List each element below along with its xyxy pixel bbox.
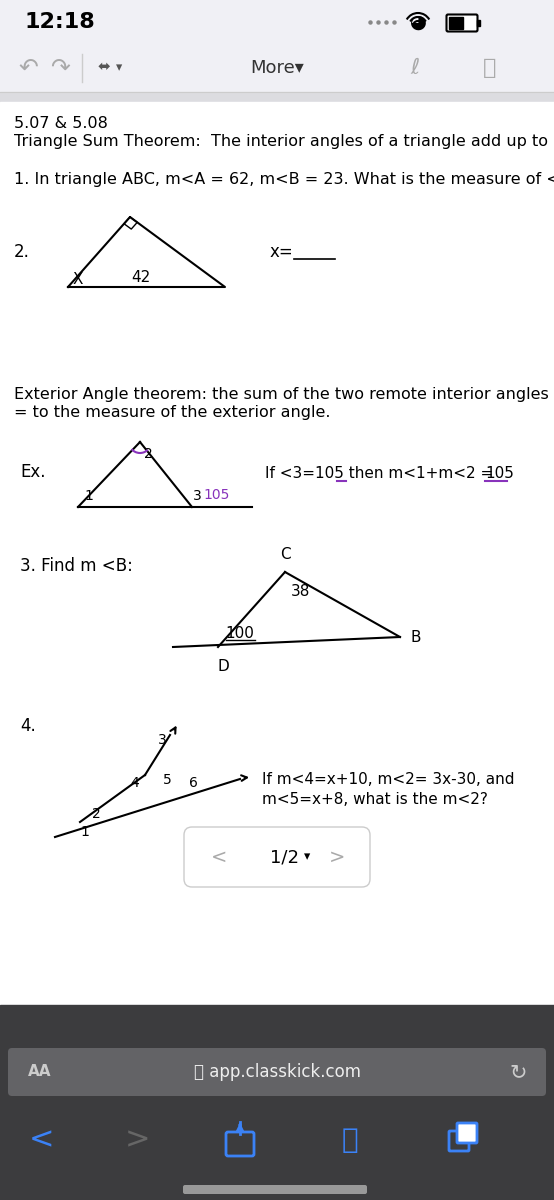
Bar (0, 44, 554, 92)
Text: ℓ: ℓ (411, 58, 419, 78)
Bar (449, 17, 463, 29)
Text: C: C (280, 547, 290, 562)
Text: 🔒 app.classkick.com: 🔒 app.classkick.com (193, 1063, 361, 1081)
Text: ▾: ▾ (304, 851, 310, 864)
Text: 100: 100 (225, 625, 254, 641)
Text: 1: 1 (80, 826, 89, 839)
Text: D: D (217, 659, 229, 674)
Text: >: > (329, 847, 345, 866)
Text: If m<4=x+10, m<2= 3x-30, and: If m<4=x+10, m<2= 3x-30, and (262, 772, 515, 787)
Text: 2: 2 (91, 806, 100, 821)
Text: X: X (73, 271, 83, 287)
FancyBboxPatch shape (457, 1123, 477, 1142)
Text: 5.07 & 5.08: 5.07 & 5.08 (14, 116, 108, 131)
Text: 105: 105 (204, 488, 230, 502)
Text: 2.: 2. (14, 242, 30, 260)
Text: If <3=105 then m<1+m<2 =: If <3=105 then m<1+m<2 = (265, 467, 498, 481)
Text: <: < (211, 847, 227, 866)
Text: <: < (29, 1126, 55, 1154)
Text: 3: 3 (158, 733, 166, 746)
Text: 12:18: 12:18 (24, 12, 95, 32)
Bar (0, 92, 554, 102)
Text: x=: x= (270, 242, 294, 260)
Text: 3: 3 (193, 490, 201, 503)
FancyBboxPatch shape (449, 1130, 469, 1151)
FancyBboxPatch shape (8, 1048, 546, 1096)
Text: 38: 38 (290, 584, 310, 600)
Text: 1: 1 (85, 490, 94, 503)
Text: 1. In triangle ABC, m<A = 62, m<B = 23. What is the measure of <C?: 1. In triangle ABC, m<A = 62, m<B = 23. … (14, 172, 554, 187)
Text: 42: 42 (131, 270, 151, 286)
Text: More▾: More▾ (250, 59, 304, 77)
Text: 1/2: 1/2 (270, 848, 300, 866)
Text: ↻: ↻ (509, 1062, 527, 1082)
Text: 6: 6 (188, 776, 197, 790)
Text: = to the measure of the exterior angle.: = to the measure of the exterior angle. (14, 404, 331, 420)
Text: ◕: ◕ (409, 12, 427, 31)
Text: Exterior Angle theorem: the sum of the two remote interior angles is: Exterior Angle theorem: the sum of the t… (14, 386, 554, 402)
Text: ▾: ▾ (116, 61, 122, 74)
Bar (0, 102, 554, 1020)
Text: B: B (410, 630, 420, 644)
Text: 📖: 📖 (342, 1126, 358, 1154)
Text: AA: AA (28, 1064, 52, 1080)
Text: 105: 105 (485, 467, 514, 481)
Text: >: > (125, 1126, 151, 1154)
Text: 3. Find m <B:: 3. Find m <B: (20, 557, 133, 575)
FancyBboxPatch shape (447, 14, 478, 31)
Text: ✋: ✋ (483, 58, 497, 78)
Text: m<5=x+8, what is the m<2?: m<5=x+8, what is the m<2? (262, 792, 488, 806)
Bar (477, 20, 480, 26)
Text: 4.: 4. (20, 716, 36, 734)
FancyBboxPatch shape (183, 1186, 367, 1194)
Text: ↷: ↷ (50, 56, 70, 80)
Text: 4: 4 (131, 776, 140, 790)
Text: 5: 5 (163, 773, 171, 787)
Text: ⬌: ⬌ (98, 59, 110, 73)
Text: Triangle Sum Theorem:  The interior angles of a triangle add up to 180 degre: Triangle Sum Theorem: The interior angle… (14, 134, 554, 149)
Text: Ex.: Ex. (20, 463, 45, 481)
FancyBboxPatch shape (184, 827, 370, 887)
Bar (0, 1006, 554, 1200)
Text: 2: 2 (143, 446, 152, 461)
Text: ↶: ↶ (18, 56, 38, 80)
